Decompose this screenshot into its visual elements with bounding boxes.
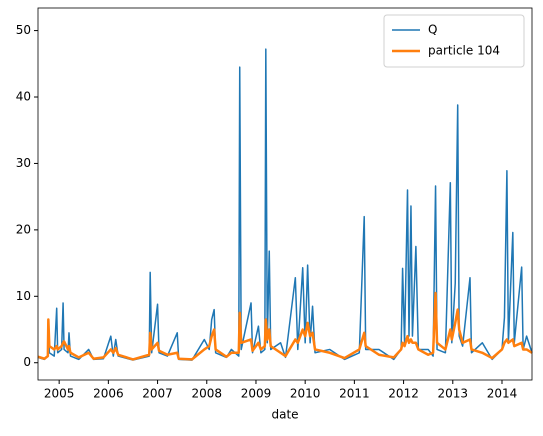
plot-frame (37, 7, 533, 381)
y-tick-label: 20 (16, 222, 31, 236)
legend-box (383, 14, 525, 68)
x-tick-label: 2008 (191, 387, 222, 401)
x-axis-label: date (271, 408, 298, 422)
y-tick-label: 50 (16, 23, 31, 37)
y-tick-label: 30 (16, 156, 31, 170)
y-tick-label: 40 (16, 90, 31, 104)
x-tick-label: 2006 (93, 387, 124, 401)
x-tick-label: 2010 (290, 387, 321, 401)
x-tick-label: 2009 (241, 387, 272, 401)
x-tick-label: 2005 (44, 387, 75, 401)
y-tick-label: 10 (16, 289, 31, 303)
x-tick-label: 2007 (142, 387, 173, 401)
legend-label: Q (428, 23, 437, 37)
x-tick-label: 2012 (388, 387, 419, 401)
legend-label: particle 104 (428, 44, 500, 58)
y-tick-label: 0 (23, 355, 31, 369)
x-tick-label: 2013 (438, 387, 469, 401)
x-tick-label: 2014 (487, 387, 518, 401)
series-line (37, 291, 533, 361)
x-tick-label: 2011 (339, 387, 370, 401)
